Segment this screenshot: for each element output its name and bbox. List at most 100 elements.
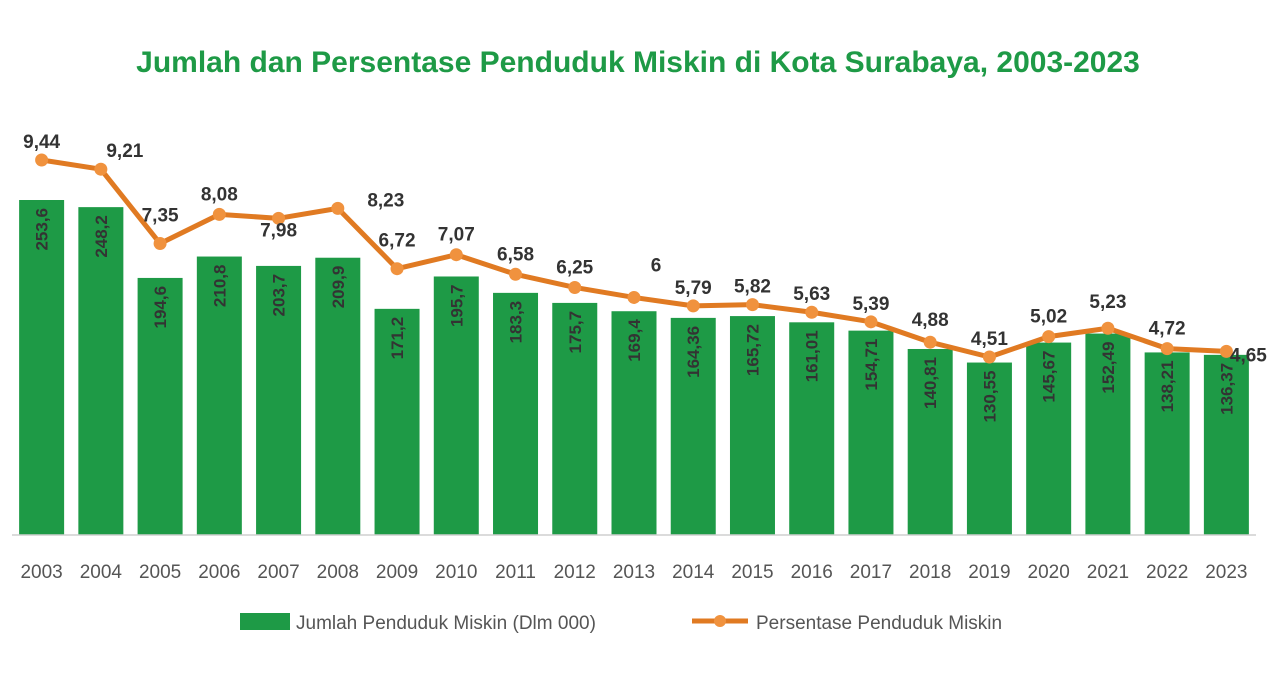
bar-value-label: 209,9 xyxy=(329,266,348,309)
bar-2013 xyxy=(611,311,657,535)
x-tick-2006: 2006 xyxy=(198,562,240,583)
line-marker-2019 xyxy=(982,350,996,364)
x-tick-2004: 2004 xyxy=(80,562,123,583)
x-tick-2012: 2012 xyxy=(554,562,596,583)
x-tick-2020: 2020 xyxy=(1028,562,1070,583)
bar-2020 xyxy=(1026,342,1072,535)
line-marker-2007 xyxy=(272,211,286,225)
bar-value-label: 130,55 xyxy=(980,371,999,423)
line-value-label: 6,25 xyxy=(556,257,593,278)
bar-2004 xyxy=(78,207,124,535)
bar-value-label: 165,72 xyxy=(743,324,762,376)
x-tick-2017: 2017 xyxy=(850,562,892,583)
bar-2017 xyxy=(848,330,894,535)
line-value-label: 5,23 xyxy=(1089,292,1126,313)
bar-value-label: 183,3 xyxy=(507,301,526,344)
bar-value-label: 138,21 xyxy=(1158,360,1177,412)
bar-2022 xyxy=(1144,352,1190,535)
bar-value-label: 194,6 xyxy=(151,286,170,329)
line-value-label: 4,72 xyxy=(1149,319,1186,340)
line-value-label: 5,63 xyxy=(793,284,830,305)
bar-2019 xyxy=(966,362,1012,535)
x-tick-2016: 2016 xyxy=(791,562,833,583)
x-tick-2005: 2005 xyxy=(139,562,181,583)
bar-value-label: 136,37 xyxy=(1217,363,1236,415)
bar-value-label: 169,4 xyxy=(625,319,644,362)
line-value-label: 5,79 xyxy=(675,278,712,299)
bar-value-label: 145,67 xyxy=(1040,351,1059,403)
line-value-label: 5,02 xyxy=(1030,307,1067,328)
x-tick-2015: 2015 xyxy=(731,562,773,583)
x-tick-2013: 2013 xyxy=(613,562,655,583)
bar-2003 xyxy=(19,200,65,535)
x-tick-2007: 2007 xyxy=(257,562,299,583)
x-tick-2010: 2010 xyxy=(435,562,477,583)
legend-label-line: Persentase Penduduk Miskin xyxy=(756,613,1002,634)
legend-swatch-marker xyxy=(714,615,726,627)
x-tick-2003: 2003 xyxy=(20,562,62,583)
bar-2011 xyxy=(493,292,539,535)
line-value-label: 9,21 xyxy=(106,141,143,162)
x-axis-ticks: 2003 2004 2005 2006 2007 2008 2009 2010 2011 2012… xyxy=(20,562,1247,583)
x-tick-2023: 2023 xyxy=(1205,562,1247,583)
line-marker-2008 xyxy=(331,201,345,215)
x-tick-2018: 2018 xyxy=(909,562,951,583)
bar-value-label: 140,81 xyxy=(921,357,940,409)
bar-value-label: 195,7 xyxy=(447,284,466,327)
line-marker-2021 xyxy=(1101,321,1115,335)
bar-2012 xyxy=(552,302,598,535)
line-marker-2004 xyxy=(94,162,108,176)
line-marker-2018 xyxy=(923,335,937,349)
bar-2008 xyxy=(315,257,361,535)
line-value-label: 4,65 xyxy=(1230,345,1267,366)
x-tick-2011: 2011 xyxy=(495,562,536,583)
bar-2010 xyxy=(433,276,479,535)
legend-swatch-bars xyxy=(240,613,290,630)
x-tick-2009: 2009 xyxy=(376,562,418,583)
bar-2023 xyxy=(1203,354,1249,535)
line-value-label: 7,98 xyxy=(260,220,297,241)
line-value-label: 8,23 xyxy=(367,190,404,211)
bar-2018 xyxy=(907,348,953,535)
line-marker-2023 xyxy=(1219,344,1233,358)
line-marker-2012 xyxy=(568,280,582,294)
bar-value-label: 253,6 xyxy=(33,208,52,251)
line-marker-2011 xyxy=(509,267,523,281)
line-value-label: 5,39 xyxy=(852,294,889,315)
bar-2006 xyxy=(196,256,242,535)
bar-2007 xyxy=(256,265,302,535)
line-layer: 9,44 9,21 7,35 8,08 7,98 8,23 6,72 7,07 6,58 6,25… xyxy=(23,132,1267,366)
bar-2021 xyxy=(1085,333,1131,535)
bar-value-label: 161,01 xyxy=(803,330,822,382)
bar-value-label: 152,49 xyxy=(1099,342,1118,394)
line-marker-2013 xyxy=(627,290,641,304)
legend: Jumlah Penduduk Miskin (Dlm 000) Persent… xyxy=(240,613,1002,634)
bar-value-label: 175,7 xyxy=(566,311,585,354)
legend-label-bars: Jumlah Penduduk Miskin (Dlm 000) xyxy=(296,613,596,634)
bar-2016 xyxy=(789,322,835,535)
line-value-label: 6 xyxy=(651,255,662,276)
bar-2005 xyxy=(137,277,183,535)
line-value-label: 6,72 xyxy=(379,231,416,252)
line-marker-2014 xyxy=(686,299,700,313)
line-value-label: 4,88 xyxy=(912,310,949,331)
line-value-label: 4,51 xyxy=(971,329,1008,350)
bars-layer: 253,6 248,2 194,6 210,8 203,7 209,9 171,2 195,7… xyxy=(19,200,1249,535)
line-value-label: 8,08 xyxy=(201,184,238,205)
line-marker-2016 xyxy=(805,305,819,319)
bar-value-label: 248,2 xyxy=(92,215,111,258)
bar-value-label: 210,8 xyxy=(210,265,229,308)
line-marker-2022 xyxy=(1160,342,1174,356)
x-tick-2021: 2021 xyxy=(1087,562,1129,583)
bar-value-label: 164,36 xyxy=(684,326,703,378)
line-value-label: 6,58 xyxy=(497,244,534,265)
line-value-label: 7,07 xyxy=(438,225,475,246)
bar-2014 xyxy=(670,317,716,535)
line-marker-2020 xyxy=(1042,330,1056,344)
x-tick-2022: 2022 xyxy=(1146,562,1188,583)
line-value-label: 5,82 xyxy=(734,277,771,298)
x-tick-2008: 2008 xyxy=(317,562,359,583)
line-marker-2006 xyxy=(212,207,226,221)
chart-title: Jumlah dan Persentase Penduduk Miskin di… xyxy=(136,46,1140,79)
